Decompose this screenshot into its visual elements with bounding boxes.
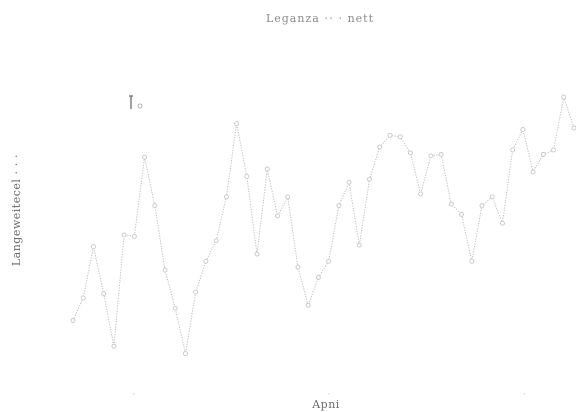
data-point — [407, 150, 413, 156]
data-point — [142, 154, 148, 160]
data-point — [561, 94, 567, 100]
data-point — [275, 213, 280, 219]
annotation-marker-icon — [129, 95, 143, 109]
data-point — [295, 264, 301, 270]
data-point — [80, 295, 86, 301]
data-point — [397, 134, 403, 140]
data-point — [356, 242, 362, 248]
data-point — [438, 151, 444, 157]
data-point — [183, 351, 188, 357]
x-tick — [523, 393, 525, 395]
data-point — [131, 233, 137, 239]
data-point — [172, 305, 178, 311]
data-point — [90, 244, 96, 250]
data-point — [326, 258, 332, 264]
data-point — [223, 194, 229, 200]
data-point — [234, 121, 240, 127]
plot-area — [70, 94, 576, 395]
data-point — [101, 291, 107, 296]
data-point — [213, 238, 219, 244]
data-point — [305, 302, 311, 308]
data-point — [469, 258, 475, 264]
chart-title: Leganza ⋅⋅ ⋅ nett — [266, 12, 374, 25]
data-points — [70, 94, 576, 357]
data-point — [510, 147, 516, 153]
data-point — [459, 211, 464, 217]
x-tick — [328, 393, 330, 395]
data-point — [285, 194, 291, 200]
data-point — [254, 251, 260, 257]
data-point — [489, 194, 495, 200]
data-point — [152, 203, 158, 209]
data-point — [203, 258, 209, 264]
data-point — [193, 289, 199, 295]
data-point — [479, 203, 485, 209]
data-point — [162, 267, 168, 273]
x-tick — [133, 393, 135, 395]
data-point — [315, 274, 321, 280]
data-point — [551, 147, 556, 153]
data-point — [336, 203, 342, 209]
data-point — [571, 125, 576, 131]
data-point — [264, 166, 270, 172]
data-point — [520, 127, 526, 132]
data-point — [111, 343, 117, 349]
data-point — [428, 153, 434, 159]
series-line — [72, 95, 575, 354]
data-point — [499, 220, 505, 226]
data-point — [387, 132, 393, 138]
x-axis-label: Apni — [311, 398, 340, 411]
data-point — [70, 318, 76, 323]
data-point — [121, 232, 127, 238]
data-point — [418, 191, 424, 197]
data-point — [346, 179, 352, 185]
data-point — [540, 151, 546, 157]
x-tick-marks — [133, 393, 525, 395]
data-point — [448, 201, 454, 207]
data-point — [377, 144, 383, 150]
data-point — [530, 169, 536, 175]
data-point — [244, 173, 250, 179]
y-axis-label: Langeweitecel ⋅ ⋅ ⋅ — [10, 154, 23, 266]
data-point — [367, 176, 372, 182]
